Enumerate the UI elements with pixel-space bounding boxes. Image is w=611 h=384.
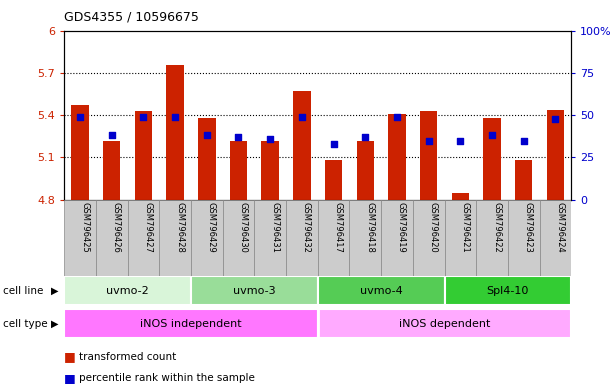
Point	[75, 114, 85, 120]
Bar	[388, 114, 406, 200]
Bar	[508, 200, 540, 276]
Bar	[64, 200, 96, 276]
Bar	[159, 200, 191, 276]
Text: ■: ■	[64, 351, 76, 363]
Point	[265, 136, 275, 142]
Text: cell type: cell type	[3, 318, 48, 329]
Bar	[381, 200, 413, 276]
Bar	[71, 105, 89, 200]
Text: ■: ■	[64, 372, 76, 384]
Text: GSM796421: GSM796421	[460, 202, 469, 253]
Text: GSM796428: GSM796428	[175, 202, 184, 253]
Text: GSM796429: GSM796429	[207, 202, 216, 253]
Bar	[96, 200, 128, 276]
Point	[487, 132, 497, 139]
Text: iNOS dependent: iNOS dependent	[399, 318, 490, 329]
Text: ▶: ▶	[51, 286, 58, 296]
Bar	[445, 276, 571, 305]
Bar	[515, 160, 532, 200]
Bar	[293, 91, 310, 200]
Point	[139, 114, 148, 120]
Text: GSM796420: GSM796420	[429, 202, 437, 253]
Point	[170, 114, 180, 120]
Bar	[452, 193, 469, 200]
Bar	[318, 200, 349, 276]
Text: uvmo-4: uvmo-4	[360, 286, 403, 296]
Point	[424, 137, 434, 144]
Bar	[318, 276, 445, 305]
Point	[233, 134, 243, 140]
Point	[455, 137, 465, 144]
Bar	[191, 276, 318, 305]
Bar	[476, 200, 508, 276]
Text: GDS4355 / 10596675: GDS4355 / 10596675	[64, 11, 199, 24]
Bar	[134, 111, 152, 200]
Bar	[64, 276, 191, 305]
Bar	[547, 109, 564, 200]
Bar	[198, 118, 216, 200]
Bar	[254, 200, 286, 276]
Text: iNOS independent: iNOS independent	[140, 318, 242, 329]
Text: GSM796424: GSM796424	[555, 202, 565, 253]
Bar	[64, 309, 318, 338]
Bar	[286, 200, 318, 276]
Point	[202, 132, 211, 139]
Text: GSM796423: GSM796423	[524, 202, 533, 253]
Text: GSM796418: GSM796418	[365, 202, 375, 253]
Text: GSM796422: GSM796422	[492, 202, 501, 253]
Text: Spl4-10: Spl4-10	[487, 286, 529, 296]
Bar	[128, 200, 159, 276]
Text: ▶: ▶	[51, 318, 58, 329]
Bar	[540, 200, 571, 276]
Point	[297, 114, 307, 120]
Text: GSM796425: GSM796425	[80, 202, 89, 253]
Bar	[230, 141, 247, 200]
Bar	[103, 141, 120, 200]
Bar	[191, 200, 222, 276]
Bar	[166, 65, 184, 200]
Bar	[349, 200, 381, 276]
Bar	[222, 200, 254, 276]
Text: cell line: cell line	[3, 286, 43, 296]
Point	[329, 141, 338, 147]
Text: GSM796417: GSM796417	[334, 202, 343, 253]
Bar	[420, 111, 437, 200]
Text: transformed count: transformed count	[79, 352, 177, 362]
Point	[551, 116, 560, 122]
Text: GSM796426: GSM796426	[112, 202, 121, 253]
Bar	[262, 141, 279, 200]
Bar	[318, 309, 571, 338]
Point	[107, 132, 117, 139]
Bar	[413, 200, 445, 276]
Text: uvmo-2: uvmo-2	[106, 286, 149, 296]
Text: GSM796427: GSM796427	[144, 202, 152, 253]
Text: uvmo-3: uvmo-3	[233, 286, 276, 296]
Text: GSM796430: GSM796430	[238, 202, 247, 253]
Point	[392, 114, 402, 120]
Text: GSM796431: GSM796431	[270, 202, 279, 253]
Text: percentile rank within the sample: percentile rank within the sample	[79, 373, 255, 383]
Bar	[325, 160, 342, 200]
Point	[519, 137, 529, 144]
Point	[360, 134, 370, 140]
Bar	[357, 141, 374, 200]
Bar	[483, 118, 501, 200]
Bar	[445, 200, 476, 276]
Text: GSM796432: GSM796432	[302, 202, 311, 253]
Text: GSM796419: GSM796419	[397, 202, 406, 253]
